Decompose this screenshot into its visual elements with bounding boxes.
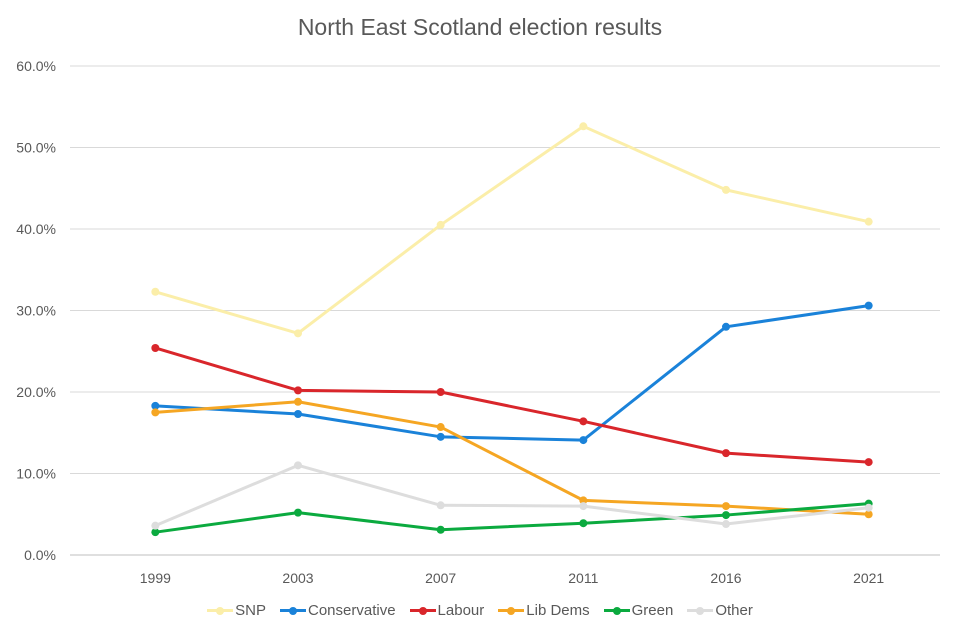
data-point <box>722 520 730 529</box>
legend-item: Green <box>603 602 674 619</box>
data-point <box>436 501 445 510</box>
data-point <box>722 449 730 458</box>
data-point <box>579 417 588 426</box>
x-tick-label: 1999 <box>140 570 171 586</box>
legend-swatch <box>280 606 306 615</box>
data-point <box>151 401 160 410</box>
series-line-snp <box>154 124 869 335</box>
data-point <box>436 423 445 432</box>
legend-label: SNP <box>235 602 266 619</box>
data-point <box>151 408 160 417</box>
chart-title: North East Scotland election results <box>297 14 663 40</box>
series-line-labour <box>154 346 869 464</box>
data-point <box>151 521 160 530</box>
x-tick-label: 2007 <box>425 570 456 586</box>
data-point <box>864 301 873 310</box>
legend-item: SNP <box>207 602 266 619</box>
y-tick-label: 30.0% <box>16 303 56 319</box>
data-point <box>722 511 730 520</box>
data-point <box>864 510 873 519</box>
data-point <box>151 528 160 537</box>
series-line-lib-dems <box>155 400 869 516</box>
data-point <box>579 502 588 511</box>
x-tick-label: 2016 <box>710 570 741 586</box>
legend-item: Other <box>687 602 753 619</box>
data-point <box>579 519 588 528</box>
legend-swatch <box>409 606 436 615</box>
data-point <box>436 432 445 441</box>
legend-item: Lib Dems <box>498 602 590 619</box>
y-tick-label: 20.0% <box>16 384 56 400</box>
y-tick-label: 50.0% <box>16 140 56 156</box>
data-point <box>151 287 160 296</box>
data-point <box>294 329 302 338</box>
data-point <box>864 217 873 226</box>
x-tick-label: 2003 <box>282 570 313 586</box>
legend-swatch <box>603 606 630 615</box>
data-point <box>294 508 302 517</box>
data-point <box>436 220 445 229</box>
legend-item: Labour <box>409 602 485 619</box>
data-point <box>722 185 730 194</box>
data-point <box>294 397 302 406</box>
legend: SNP Conservative Labour Lib Dems Green Other <box>0 602 960 619</box>
legend-label: Labour <box>437 602 485 619</box>
y-tick-label: 40.0% <box>16 221 56 237</box>
series-line-other <box>154 463 869 528</box>
legend-label: Green <box>631 602 674 619</box>
data-point <box>294 410 302 419</box>
data-point <box>722 502 730 511</box>
x-tick-label: 2021 <box>853 570 884 586</box>
legend-label: Conservative <box>308 602 396 619</box>
data-point <box>579 436 588 445</box>
y-tick-label: 10.0% <box>16 466 56 482</box>
data-point <box>294 461 302 470</box>
data-point <box>151 343 160 352</box>
data-point <box>579 496 588 505</box>
legend-label: Other <box>715 602 753 619</box>
series-line-conservative <box>155 304 869 442</box>
legend-item: Conservative <box>280 602 396 619</box>
y-tick-label: 60.0% <box>16 58 56 74</box>
legend-label: Lib Dems <box>526 602 590 619</box>
legend-swatch <box>207 606 234 615</box>
x-tick-label: 2011 <box>568 570 598 586</box>
y-tick-label: 0.0% <box>24 547 56 563</box>
data-point <box>294 386 302 395</box>
data-point <box>722 322 730 331</box>
series-line-green <box>155 502 869 534</box>
legend-swatch <box>498 606 525 615</box>
legend-swatch <box>687 606 714 615</box>
data-point <box>579 122 588 131</box>
data-point <box>864 503 873 512</box>
data-point <box>864 458 873 467</box>
data-point <box>436 525 445 534</box>
data-point <box>436 388 445 396</box>
